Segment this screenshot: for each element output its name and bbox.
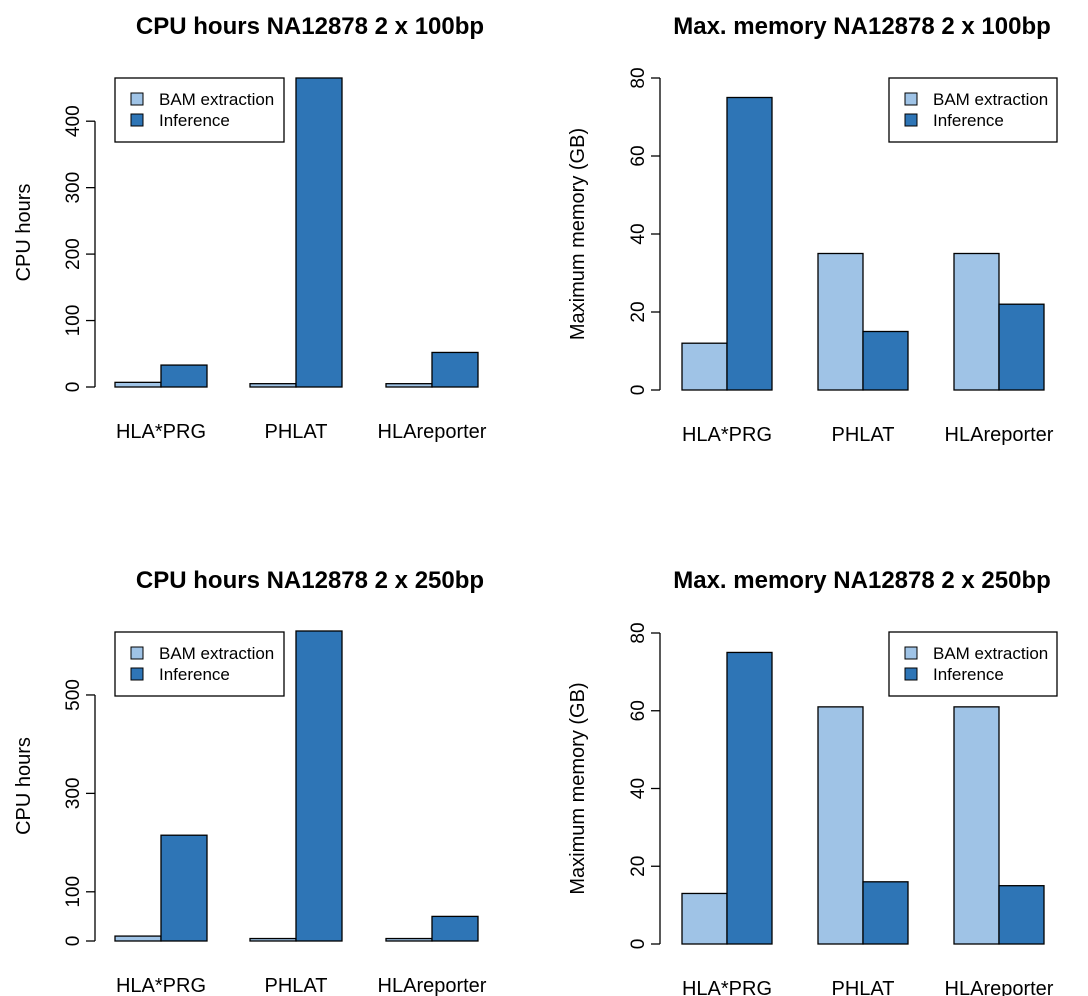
x-category-label: HLAreporter <box>378 421 487 443</box>
bar-bam-extraction <box>681 892 728 945</box>
legend-box <box>114 77 285 143</box>
legend-swatch <box>904 92 918 106</box>
bar-inference <box>431 351 479 388</box>
y-tick-label: 300 <box>63 172 84 204</box>
y-tick-label: 80 <box>628 622 649 643</box>
y-tick-label: 100 <box>63 876 84 908</box>
x-category-label: HLAreporter <box>945 978 1054 996</box>
legend-label: Inference <box>933 665 1004 684</box>
x-category-label: PHLAT <box>265 975 328 996</box>
x-category-label: PHLAT <box>265 421 328 443</box>
bar-inference <box>295 77 343 388</box>
legend-swatch <box>130 113 144 127</box>
bar-inference <box>998 885 1045 945</box>
y-tick-label: 80 <box>628 67 649 88</box>
x-category-label: HLA*PRG <box>682 424 772 446</box>
y-tick-label: 20 <box>628 301 649 322</box>
chart-title: CPU hours NA12878 2 x 100bp <box>136 13 484 40</box>
bar-bam-extraction <box>385 937 433 942</box>
legend-label: BAM extraction <box>159 90 274 109</box>
bar-bam-extraction <box>249 383 297 388</box>
legend-label: BAM extraction <box>159 644 274 663</box>
x-category-label: HLAreporter <box>378 975 487 996</box>
bar-inference <box>160 834 208 942</box>
y-tick-label: 60 <box>628 145 649 166</box>
x-category-label: HLA*PRG <box>116 421 206 443</box>
legend-swatch <box>130 646 144 660</box>
y-axis-label: Maximum memory (GB) <box>567 682 589 894</box>
legend-label: Inference <box>159 665 230 684</box>
bar-bam-extraction <box>249 937 297 942</box>
y-tick-label: 0 <box>628 385 649 396</box>
legend-label: Inference <box>159 111 230 130</box>
legend-box <box>888 77 1058 143</box>
y-axis-label: Maximum memory (GB) <box>567 128 589 340</box>
x-category-label: PHLAT <box>832 978 895 996</box>
y-axis-label: CPU hours <box>13 737 35 835</box>
legend-swatch <box>130 92 144 106</box>
legend-box <box>114 631 285 697</box>
y-tick-label: 0 <box>63 936 84 947</box>
bar-inference <box>295 630 343 942</box>
bar-bam-extraction <box>817 252 864 391</box>
bar-inference <box>862 330 909 391</box>
bar-inference <box>862 881 909 945</box>
y-tick-label: 400 <box>63 105 84 137</box>
bar-inference <box>726 651 773 945</box>
y-tick-label: 0 <box>628 939 649 950</box>
bar-bam-extraction <box>953 706 1000 945</box>
y-tick-label: 40 <box>628 223 649 244</box>
bar-bam-extraction <box>114 935 162 942</box>
bar-bam-extraction <box>817 706 864 945</box>
bar-bam-extraction <box>953 252 1000 391</box>
chart-title: Max. memory NA12878 2 x 100bp <box>673 13 1051 40</box>
legend-label: BAM extraction <box>933 644 1048 663</box>
y-tick-label: 0 <box>63 382 84 393</box>
legend-swatch <box>904 667 918 681</box>
y-tick-label: 200 <box>63 238 84 270</box>
y-tick-label: 300 <box>63 778 84 810</box>
y-tick-label: 20 <box>628 856 649 877</box>
x-category-label: HLAreporter <box>945 424 1054 446</box>
legend-swatch <box>130 667 144 681</box>
x-category-label: HLA*PRG <box>682 978 772 996</box>
bar-inference <box>431 915 479 942</box>
bar-bam-extraction <box>385 383 433 388</box>
legend-label: Inference <box>933 111 1004 130</box>
chart-title: CPU hours NA12878 2 x 250bp <box>136 567 484 594</box>
legend-label: BAM extraction <box>933 90 1048 109</box>
y-axis-label: CPU hours <box>13 184 35 282</box>
legend-swatch <box>904 113 918 127</box>
chart-panel-2: Max. memory NA12878 2 x 100bp 0 20 40 60 80 Ma… <box>567 13 1058 446</box>
y-tick-label: 500 <box>63 679 84 711</box>
bar-inference <box>726 96 773 391</box>
legend-swatch <box>904 646 918 660</box>
chart-title: Max. memory NA12878 2 x 250bp <box>673 567 1051 594</box>
bar-inference <box>998 303 1045 391</box>
bar-inference <box>160 364 208 388</box>
y-tick-label: 40 <box>628 778 649 799</box>
legend-box <box>888 631 1058 697</box>
x-category-label: HLA*PRG <box>116 975 206 996</box>
chart-panel-1: CPU hours NA12878 2 x 100bp 0 100 200 300 400… <box>13 13 487 443</box>
chart-panel-4: Max. memory NA12878 2 x 250bp 0 20 40 60 80 Ma… <box>567 567 1058 996</box>
chart-panel-3: CPU hours NA12878 2 x 250bp 0 100 300 500 CPU… <box>13 567 487 996</box>
bar-bam-extraction <box>681 342 728 391</box>
x-category-label: PHLAT <box>832 424 895 446</box>
y-tick-label: 60 <box>628 700 649 721</box>
bar-bam-extraction <box>114 381 162 388</box>
y-tick-label: 100 <box>63 305 84 337</box>
